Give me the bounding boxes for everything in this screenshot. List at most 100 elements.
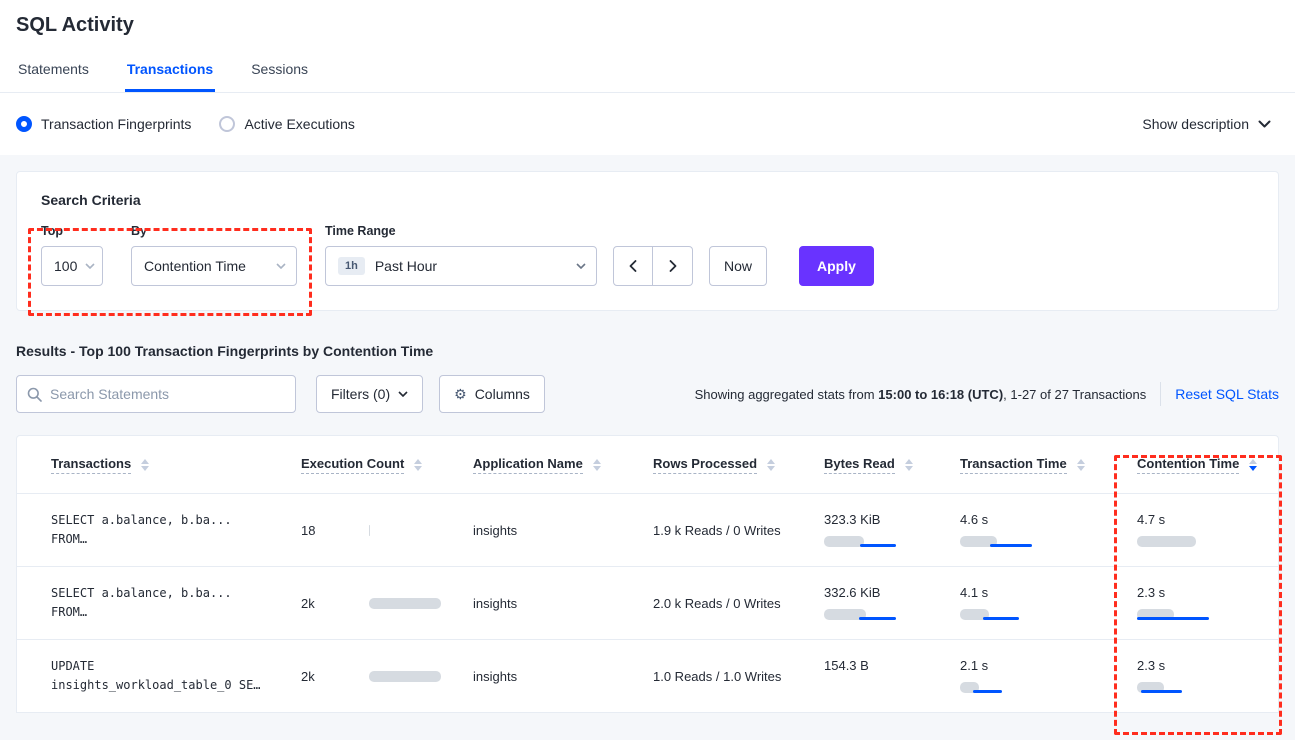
show-description-toggle[interactable]: Show description [1142,116,1271,132]
table-row[interactable]: SELECT a.balance, b.ba... FROM… 2k insig… [17,567,1278,640]
execution-count-bar [369,597,441,610]
search-criteria-card: Search Criteria Top 100 By Contention Ti… [16,171,1279,311]
radio-selected-icon[interactable] [16,116,32,132]
top-select-value: 100 [54,258,78,274]
stats-suffix: , 1-27 of 27 Transactions [1003,386,1147,402]
contention-time-bar [1137,681,1209,694]
results-title: Results - Top 100 Transaction Fingerprin… [16,343,434,359]
top-field: Top 100 [41,224,103,286]
by-select[interactable]: Contention Time [131,246,297,286]
sort-icon[interactable] [904,458,913,471]
search-statements-input[interactable] [50,386,285,402]
column-header-contention-time[interactable]: Contention Time [1121,456,1278,474]
by-label: By [131,224,147,238]
transaction-fingerprint-cell[interactable]: SELECT a.balance, b.ba... FROM… [35,494,285,566]
gear-icon: ⚙ [454,385,467,402]
contention-time-value: 4.7 s [1137,512,1166,527]
filters-label: Filters (0) [331,386,391,402]
bytes-read-bar [824,608,896,621]
now-button[interactable]: Now [709,246,768,286]
page-title: SQL Activity [16,14,134,36]
transaction-time-bar [960,681,1032,694]
transaction-time-cell: 4.1 s [944,567,1121,639]
column-header-transactions[interactable]: Transactions [35,456,285,474]
previous-time-button[interactable] [613,246,653,286]
stats-time-range: 15:00 to 16:18 (UTC) [878,386,1004,402]
search-criteria-controls: Top 100 By Contention Time Time Range [41,224,1254,286]
contention-time-cell: 4.7 s [1121,494,1278,566]
transaction-time-value: 4.1 s [960,585,989,600]
chevron-down-icon [77,263,95,269]
sort-icon[interactable] [414,458,423,471]
table-row[interactable]: SELECT a.balance, b.ba... FROM… 18 insig… [17,494,1278,567]
execution-count-value: 2k [301,668,315,684]
top-select[interactable]: 100 [41,246,103,286]
time-step-buttons [613,246,693,286]
chevron-down-icon [1258,120,1271,128]
show-description-label: Show description [1142,116,1249,132]
transaction-fingerprint-cell[interactable]: UPDATE insights_workload_table_0 SE… [35,640,285,712]
time-range-badge: 1h [338,257,365,275]
sort-icon[interactable] [1076,458,1085,471]
search-criteria-title: Search Criteria [41,192,141,208]
chevron-left-icon [629,260,637,272]
transaction-time-value: 4.6 s [960,512,989,527]
sort-icon-active[interactable] [1249,458,1258,471]
chevron-down-icon [398,391,408,397]
table-header-row: Transactions Execution Count Application… [17,436,1278,494]
radio-transaction-fingerprints[interactable]: Transaction Fingerprints [16,116,191,132]
search-icon [27,387,42,402]
by-field: By Contention Time [131,224,297,286]
execution-count-cell: 2k [285,567,457,639]
bytes-read-value: 154.3 B [824,658,869,673]
contention-time-cell: 2.3 s [1121,567,1278,639]
contention-time-bar [1137,535,1209,548]
transaction-time-value: 2.1 s [960,658,989,673]
sql-line: FROM… [51,532,88,546]
aggregated-stats-text: Showing aggregated stats from 15:00 to 1… [695,387,1147,402]
transaction-time-bar [960,608,1032,621]
bytes-read-value: 323.3 KiB [824,512,881,527]
chevron-down-icon [568,263,586,269]
tab-statements[interactable]: Statements [18,61,89,77]
results-toolbar: Filters (0) ⚙ Columns Showing aggregated… [16,375,1279,413]
apply-button[interactable]: Apply [799,246,874,286]
application-name-cell: insights [473,595,518,611]
application-name-cell: insights [473,522,518,538]
top-label: Top [41,224,63,238]
rows-processed-cell: 1.9 k Reads / 0 Writes [653,522,781,538]
sql-line: SELECT a.balance, b.ba... [51,585,232,600]
column-header-transaction-time[interactable]: Transaction Time [944,456,1121,474]
next-time-button[interactable] [653,246,693,286]
column-header-execution-count[interactable]: Execution Count [285,456,457,474]
radio-unselected-icon[interactable] [219,116,236,132]
bytes-read-value: 332.6 KiB [824,585,881,600]
time-range-field: Time Range 1h Past Hour [325,224,597,286]
tab-transactions[interactable]: Transactions [124,51,216,92]
sort-icon[interactable] [767,458,776,471]
sort-icon[interactable] [592,458,601,471]
reset-sql-stats-link[interactable]: Reset SQL Stats [1175,386,1279,402]
chevron-right-icon [669,260,676,272]
chevron-down-icon [268,263,286,269]
bytes-read-bar [824,535,896,548]
page-content: Search Criteria Top 100 By Contention Ti… [0,155,1295,740]
radio-label: Active Executions [244,116,355,132]
tab-sessions[interactable]: Sessions [251,61,309,77]
radio-active-executions[interactable]: Active Executions [219,116,355,132]
column-header-rows-processed[interactable]: Rows Processed [637,456,808,474]
bytes-read-cell: 154.3 B [808,640,944,712]
column-header-bytes-read[interactable]: Bytes Read [808,456,944,474]
time-range-select[interactable]: 1h Past Hour [325,246,597,286]
transaction-fingerprint-cell[interactable]: SELECT a.balance, b.ba... FROM… [35,567,285,639]
table-row[interactable]: UPDATE insights_workload_table_0 SE… 2k … [17,640,1278,713]
filters-button[interactable]: Filters (0) [316,375,424,413]
sql-line: FROM… [51,605,88,619]
sort-icon[interactable] [141,458,150,471]
execution-count-bar [369,670,441,683]
sql-line: UPDATE [51,658,95,673]
column-header-application-name[interactable]: Application Name [457,456,637,474]
transactions-table: Transactions Execution Count Application… [16,435,1279,713]
columns-button[interactable]: ⚙ Columns [439,375,545,413]
